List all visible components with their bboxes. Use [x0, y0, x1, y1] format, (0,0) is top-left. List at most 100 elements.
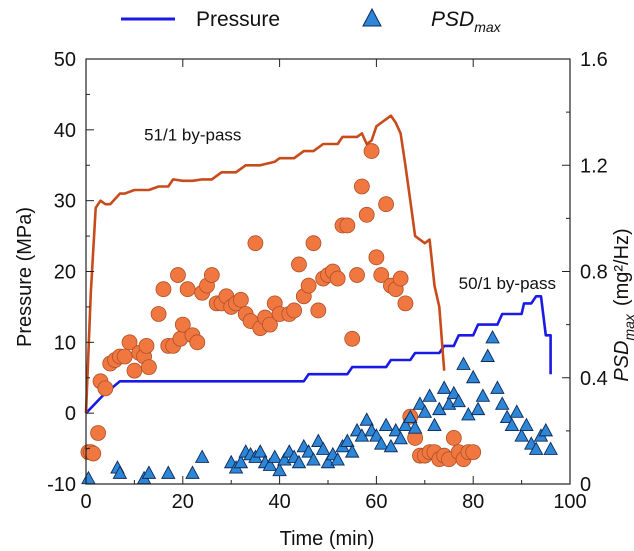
data-point-circle	[126, 362, 143, 379]
data-point-triangle	[267, 449, 283, 463]
legend-psd-main: PSD	[431, 8, 474, 31]
data-point-triangle	[446, 385, 462, 400]
y-right-axis-label-sub: max	[621, 313, 634, 340]
series-line-1	[84, 114, 446, 414]
data-point-triangle	[403, 409, 418, 424]
y-left-tick-label: 10	[54, 332, 76, 354]
data-point-triangle	[194, 449, 210, 463]
data-point-triangle	[233, 454, 249, 469]
x-tick-label: 20	[172, 491, 194, 513]
data-point-triangle	[519, 417, 534, 432]
data-point-circle	[179, 281, 196, 298]
y-left-tick-label: -10	[47, 474, 76, 496]
legend-psd-triangle-icon	[362, 7, 382, 27]
y-left-tick-label: 50	[54, 49, 76, 71]
data-point-circle	[329, 270, 346, 287]
data-point-circle	[170, 267, 186, 283]
data-point-triangle	[252, 444, 268, 458]
data-point-triangle	[480, 348, 495, 362]
data-point-triangle	[407, 420, 423, 434]
data-point-triangle	[427, 417, 442, 432]
data-point-triangle	[315, 441, 331, 455]
data-point-triangle	[451, 393, 466, 408]
x-tick-label: 60	[365, 491, 387, 513]
data-point-circle	[305, 235, 322, 252]
data-point-triangle	[185, 465, 200, 479]
data-point-triangle	[456, 356, 471, 370]
x-tick-label: 80	[462, 491, 484, 513]
series-layer	[80, 114, 558, 485]
data-point-circle	[174, 316, 191, 333]
data-point-circle	[392, 270, 409, 287]
x-tick-label: 40	[268, 491, 290, 513]
data-point-triangle	[504, 417, 520, 432]
data-point-triangle	[344, 444, 360, 458]
y-right-axis-label-main: PSD	[611, 341, 633, 382]
data-point-triangle	[398, 417, 413, 432]
data-point-triangle	[470, 401, 486, 416]
data-point-triangle	[436, 380, 452, 394]
data-point-triangle	[369, 428, 384, 442]
y-right-tick-label: 0.4	[580, 368, 608, 390]
data-point-triangle	[422, 388, 437, 402]
data-point-triangle	[412, 396, 428, 410]
data-point-circle	[121, 334, 138, 351]
data-point-triangle	[538, 422, 554, 437]
data-point-triangle	[141, 465, 157, 479]
data-point-circle	[378, 196, 394, 213]
data-point-triangle	[373, 436, 389, 450]
y-left-tick-label: 40	[54, 120, 76, 142]
data-point-circle	[90, 425, 106, 441]
data-point-circle	[349, 267, 365, 283]
data-point-triangle	[112, 465, 128, 479]
legend: Pressure PSDmax	[121, 7, 502, 35]
data-point-circle	[397, 295, 414, 312]
data-point-circle	[465, 444, 482, 461]
data-point-triangle	[383, 438, 399, 453]
y-left-tick-label: 0	[65, 403, 76, 425]
data-point-circle	[363, 143, 380, 159]
data-point-triangle	[543, 441, 558, 455]
data-point-triangle	[359, 412, 374, 426]
data-point-circle	[97, 380, 114, 397]
data-point-circle	[116, 348, 133, 365]
data-point-circle	[150, 306, 167, 322]
x-axis-label: Time (min)	[280, 528, 375, 550]
data-point-triangle	[301, 444, 316, 458]
data-point-circle	[232, 291, 249, 308]
legend-psd-label: PSDmax	[431, 8, 502, 35]
data-point-triangle	[514, 428, 529, 442]
data-point-triangle	[417, 404, 433, 418]
data-point-triangle	[291, 454, 307, 469]
data-point-triangle	[393, 430, 408, 445]
y-right-tick-label: 0	[580, 474, 591, 496]
data-point-circle	[155, 281, 172, 298]
data-point-triangle	[330, 452, 345, 466]
series-line-0	[85, 295, 552, 415]
y-right-tick-label: 0.8	[580, 262, 608, 284]
data-point-triangle	[465, 369, 481, 384]
annotation-label: 51/1 by-pass	[144, 125, 241, 144]
y-right-axis-label: PSDmax (mg²/Hz)	[611, 228, 634, 381]
y-right-tick-label: 1.6	[580, 49, 608, 71]
data-point-circle	[141, 359, 157, 376]
y-left-tick-label: 30	[54, 191, 76, 213]
data-point-triangle	[494, 396, 510, 410]
data-point-triangle	[475, 388, 491, 402]
y-left-tick-label: 20	[54, 262, 76, 284]
y-left-axis-label: Pressure (MPa)	[14, 207, 36, 347]
data-point-triangle	[485, 329, 500, 344]
data-point-triangle	[262, 457, 278, 471]
data-point-circle	[247, 235, 264, 252]
data-point-circle	[353, 178, 370, 195]
data-point-circle	[203, 267, 220, 283]
data-point-circle	[189, 334, 206, 351]
x-tick-label: 0	[80, 491, 91, 513]
data-point-circle	[358, 206, 375, 223]
data-point-triangle	[509, 404, 525, 418]
data-point-circle	[262, 316, 278, 333]
data-point-triangle	[378, 417, 394, 432]
data-point-circle	[445, 430, 462, 446]
